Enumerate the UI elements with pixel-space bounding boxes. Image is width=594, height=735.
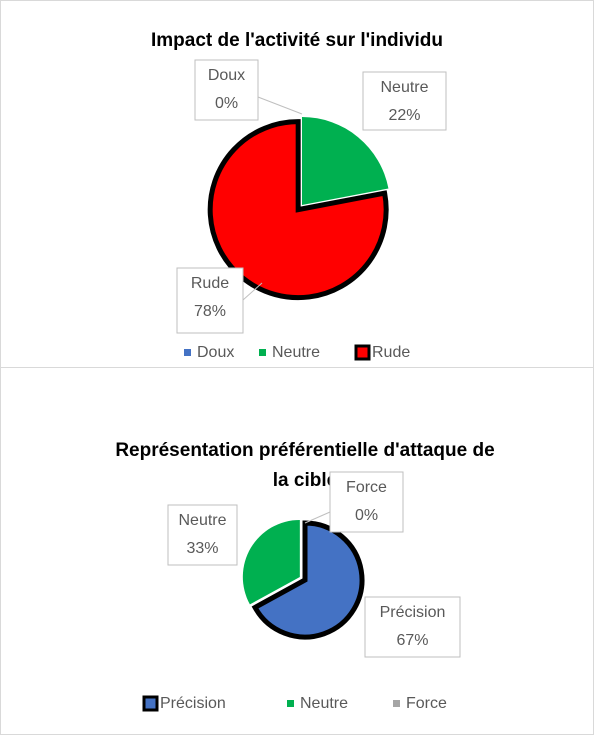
data-label-value: 67% [396,632,428,649]
data-label-name: Neutre [380,79,428,96]
legend-label: Force [406,695,447,712]
chart-title: Représentation préférentielle d'attaque … [115,440,495,491]
data-label-value: 78% [194,303,226,320]
data-label-box [364,596,461,658]
data-label-name: Neutre [178,512,226,529]
chart-title-box: Représentation préférentielle d'attaque … [115,440,495,491]
leader-line [242,282,263,301]
legend-label: Neutre [300,695,348,712]
chart-title: Impact de l'activité sur l'individu [151,30,443,51]
leader-line [304,511,331,524]
legend-marker [142,695,159,712]
data-label-value: 0% [355,507,378,524]
data-label-box [329,471,404,533]
legend-label: Précision [160,695,226,712]
data-label-box [176,267,244,334]
data-label-name: Rude [191,275,229,292]
leader-line [257,96,303,115]
chart-title-box: Impact de l'activité sur l'individu [151,30,443,51]
legend-marker [287,700,294,707]
legend-label: Doux [197,344,234,361]
legend-marker [259,349,266,356]
data-label-name: Force [346,479,387,496]
data-label-box [167,504,238,566]
data-label-box [362,71,447,131]
data-label-name: Précision [380,604,446,621]
data-label-value: 0% [215,95,238,112]
legend-label: Rude [372,344,410,361]
legend-label: Neutre [272,344,320,361]
legend-marker [393,700,400,707]
data-label-name: Doux [208,67,245,84]
data-label-value: 22% [388,107,420,124]
legend-marker [354,344,371,361]
legend-marker [184,349,191,356]
pie-slice [242,519,300,605]
data-label-box [194,59,259,121]
pie-slice [302,117,389,205]
data-label-value: 33% [186,540,218,557]
